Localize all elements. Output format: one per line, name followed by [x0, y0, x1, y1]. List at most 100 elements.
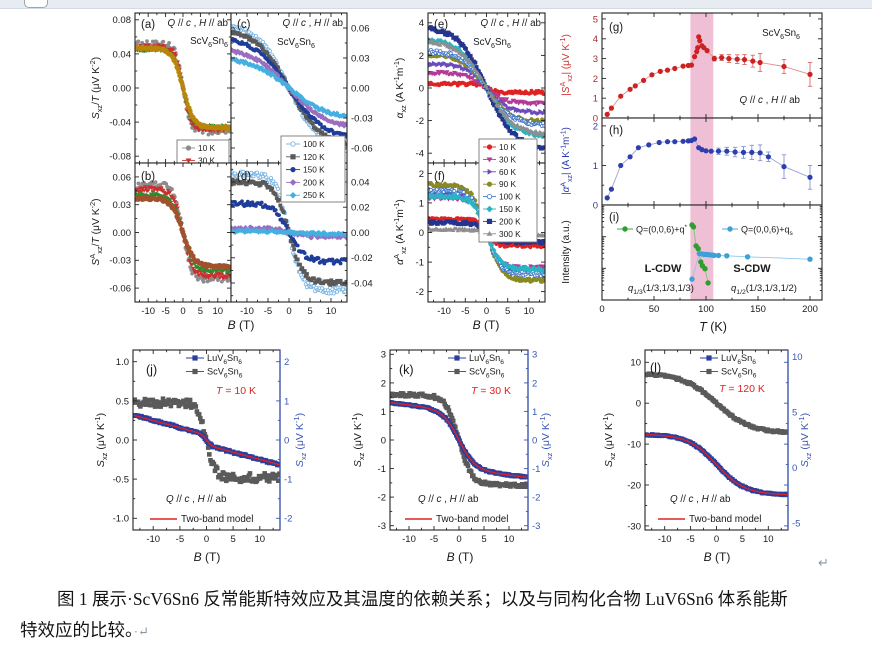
svg-text:200 K: 200 K — [303, 177, 325, 187]
svg-text:0: 0 — [593, 113, 598, 124]
svg-text:-2: -2 — [378, 493, 386, 504]
svg-text:0.06: 0.06 — [351, 23, 370, 34]
svg-text:0.00: 0.00 — [113, 83, 132, 94]
panel-d: 0.04 0.02 0.00 -0.02 -0.04 -10 -5 0 5 10 100 K 120 … — [230, 135, 373, 317]
svg-text:Q // c , H // ab: Q // c , H // ab — [418, 494, 479, 505]
svg-text:5: 5 — [307, 306, 312, 317]
svg-text:10: 10 — [504, 534, 515, 545]
svg-text:2: 2 — [593, 121, 598, 132]
svg-text:100 K: 100 K — [499, 192, 521, 202]
svg-text:100 K: 100 K — [303, 139, 325, 149]
svg-text:-1: -1 — [416, 258, 424, 269]
caption-line-1: 图 1 展示·ScV6Sn6 反常能斯特效应及其温度的依赖关系；以及与同构化合物… — [57, 589, 788, 609]
svg-text:200 K: 200 K — [499, 216, 521, 226]
svg-text:0: 0 — [419, 83, 424, 94]
svg-text:q1/3(1/3,1/3,1/3): q1/3(1/3,1/3,1/3) — [628, 283, 694, 296]
svg-text:-3: -3 — [532, 521, 540, 532]
svg-text:0.5: 0.5 — [116, 396, 129, 407]
svg-text:10: 10 — [213, 306, 224, 317]
svg-text:1: 1 — [593, 161, 598, 172]
svg-text:Q // c , H // ab: Q // c , H // ab — [481, 18, 542, 29]
svg-text:-0.5: -0.5 — [113, 475, 129, 486]
svg-text:-10: -10 — [240, 306, 254, 317]
svg-text:-5: -5 — [461, 306, 469, 317]
svg-text:Q=(0,0,6)+q*: Q=(0,0,6)+q* — [636, 224, 688, 234]
svg-text:Sxz (μV K-1): Sxz (μV K-1) — [93, 413, 109, 467]
panel-e: 4 2 0 -2 -4 αxz (A K-1m-1) (e) Q // c , H // ab… — [392, 12, 546, 164]
svg-text:-5: -5 — [264, 306, 272, 317]
svg-text:0: 0 — [286, 306, 291, 317]
svg-text:αAxz (A K-1m-1): αAxz (A K-1m-1) — [392, 199, 408, 265]
svg-text:0.03: 0.03 — [351, 53, 370, 64]
svg-text:10: 10 — [524, 306, 535, 317]
svg-text:-0.04: -0.04 — [351, 278, 373, 289]
svg-text:0: 0 — [484, 306, 489, 317]
svg-text:q1/2(1/3,1/3,1/2): q1/2(1/3,1/3,1/2) — [731, 283, 797, 296]
svg-text:(b): (b) — [141, 171, 155, 183]
svg-text:0: 0 — [180, 306, 185, 317]
svg-text:(f): (f) — [434, 171, 445, 183]
svg-text:0: 0 — [284, 435, 289, 446]
svg-text:60 K: 60 K — [499, 167, 517, 177]
svg-text:ScV6Sn6: ScV6Sn6 — [190, 36, 228, 49]
svg-text:Q // c , H // ab: Q // c , H // ab — [168, 18, 229, 29]
svg-text:10: 10 — [326, 306, 337, 317]
svg-text:1: 1 — [419, 198, 424, 209]
svg-text:0: 0 — [599, 304, 604, 315]
svg-text:90 K: 90 K — [499, 179, 517, 189]
svg-text:5: 5 — [198, 306, 203, 317]
svg-text:1: 1 — [284, 396, 289, 407]
svg-text:|αAxz| (A K-1m-1): |αAxz| (A K-1m-1) — [559, 127, 574, 195]
svg-text:0.00: 0.00 — [351, 228, 370, 239]
svg-text:(e): (e) — [434, 19, 448, 31]
svg-text:-4: -4 — [416, 149, 424, 160]
svg-text:T = 10 K: T = 10 K — [216, 385, 256, 397]
svg-text:ScV6Sn6: ScV6Sn6 — [473, 37, 511, 50]
svg-text:Intensity (a.u.): Intensity (a.u.) — [561, 220, 572, 283]
svg-text:5: 5 — [593, 14, 598, 25]
svg-text:1: 1 — [532, 407, 537, 418]
svg-text:1: 1 — [593, 94, 598, 105]
svg-text:0.04: 0.04 — [351, 177, 370, 188]
space-mark: · — [133, 624, 139, 639]
svg-text:5: 5 — [481, 534, 486, 545]
svg-text:ScV6Sn6: ScV6Sn6 — [277, 37, 315, 50]
svg-text:Q=(0,0,6)+qs: Q=(0,0,6)+qs — [741, 225, 794, 238]
svg-text:-10: -10 — [141, 306, 155, 317]
svg-text:SAxz/T (μV K-2): SAxz/T (μV K-2) — [88, 198, 104, 265]
toolbar-strip — [0, 0, 872, 9]
svg-text:(j): (j) — [146, 363, 157, 377]
svg-text:10: 10 — [255, 534, 266, 545]
svg-text:30 K: 30 K — [499, 154, 517, 164]
svg-text:2: 2 — [284, 357, 289, 368]
svg-text:100: 100 — [698, 304, 714, 315]
svg-text:Sxz/T (μV K-2): Sxz/T (μV K-2) — [88, 57, 104, 119]
svg-text:2: 2 — [532, 378, 537, 389]
svg-text:0: 0 — [419, 228, 424, 239]
svg-text:0.0: 0.0 — [116, 435, 129, 446]
svg-text:(g): (g) — [609, 22, 623, 34]
svg-text:300 K: 300 K — [499, 229, 521, 239]
svg-text:Two-band model: Two-band model — [181, 514, 253, 525]
toolbar-button-fragment[interactable] — [24, 0, 48, 8]
caption-line-2: 特效应的比较。·↵ — [20, 620, 149, 640]
svg-text:150: 150 — [750, 304, 766, 315]
svg-text:ScV6Sn6: ScV6Sn6 — [469, 367, 505, 380]
svg-text:-1: -1 — [284, 475, 292, 486]
svg-text:4: 4 — [419, 18, 424, 29]
svg-text:5: 5 — [505, 306, 510, 317]
svg-text:1: 1 — [381, 407, 386, 418]
svg-text:LuV6Sn6: LuV6Sn6 — [207, 353, 242, 366]
svg-text:0: 0 — [456, 534, 461, 545]
svg-text:-1.0: -1.0 — [113, 514, 129, 525]
svg-text:Sxz (μV K-1): Sxz (μV K-1) — [350, 413, 366, 467]
svg-text:3: 3 — [381, 350, 386, 361]
svg-text:-0.02: -0.02 — [351, 253, 373, 264]
svg-text:Sxz (μV K-1): Sxz (μV K-1) — [292, 413, 308, 467]
svg-text:-0.03: -0.03 — [109, 256, 131, 267]
